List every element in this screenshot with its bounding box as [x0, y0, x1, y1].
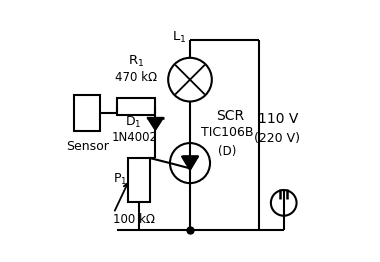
Bar: [128, 158, 150, 202]
Text: R$_1$: R$_1$: [128, 54, 144, 69]
Text: (D): (D): [218, 145, 236, 158]
Text: P$_1$: P$_1$: [113, 172, 127, 187]
Text: SCR: SCR: [216, 108, 244, 123]
Polygon shape: [147, 118, 163, 130]
Text: 100 kΩ: 100 kΩ: [112, 213, 155, 226]
Text: L$_1$: L$_1$: [173, 30, 187, 45]
Text: Sensor: Sensor: [66, 140, 109, 153]
Polygon shape: [182, 156, 198, 171]
Text: 110 V: 110 V: [258, 112, 299, 127]
Bar: [117, 98, 155, 115]
Text: D$_1$: D$_1$: [125, 114, 141, 130]
Text: TIC106B: TIC106B: [201, 126, 253, 139]
Text: (220 V): (220 V): [254, 132, 300, 145]
Text: 470 kΩ: 470 kΩ: [115, 70, 157, 84]
Bar: [74, 95, 100, 131]
Text: 1N4002: 1N4002: [112, 131, 158, 144]
